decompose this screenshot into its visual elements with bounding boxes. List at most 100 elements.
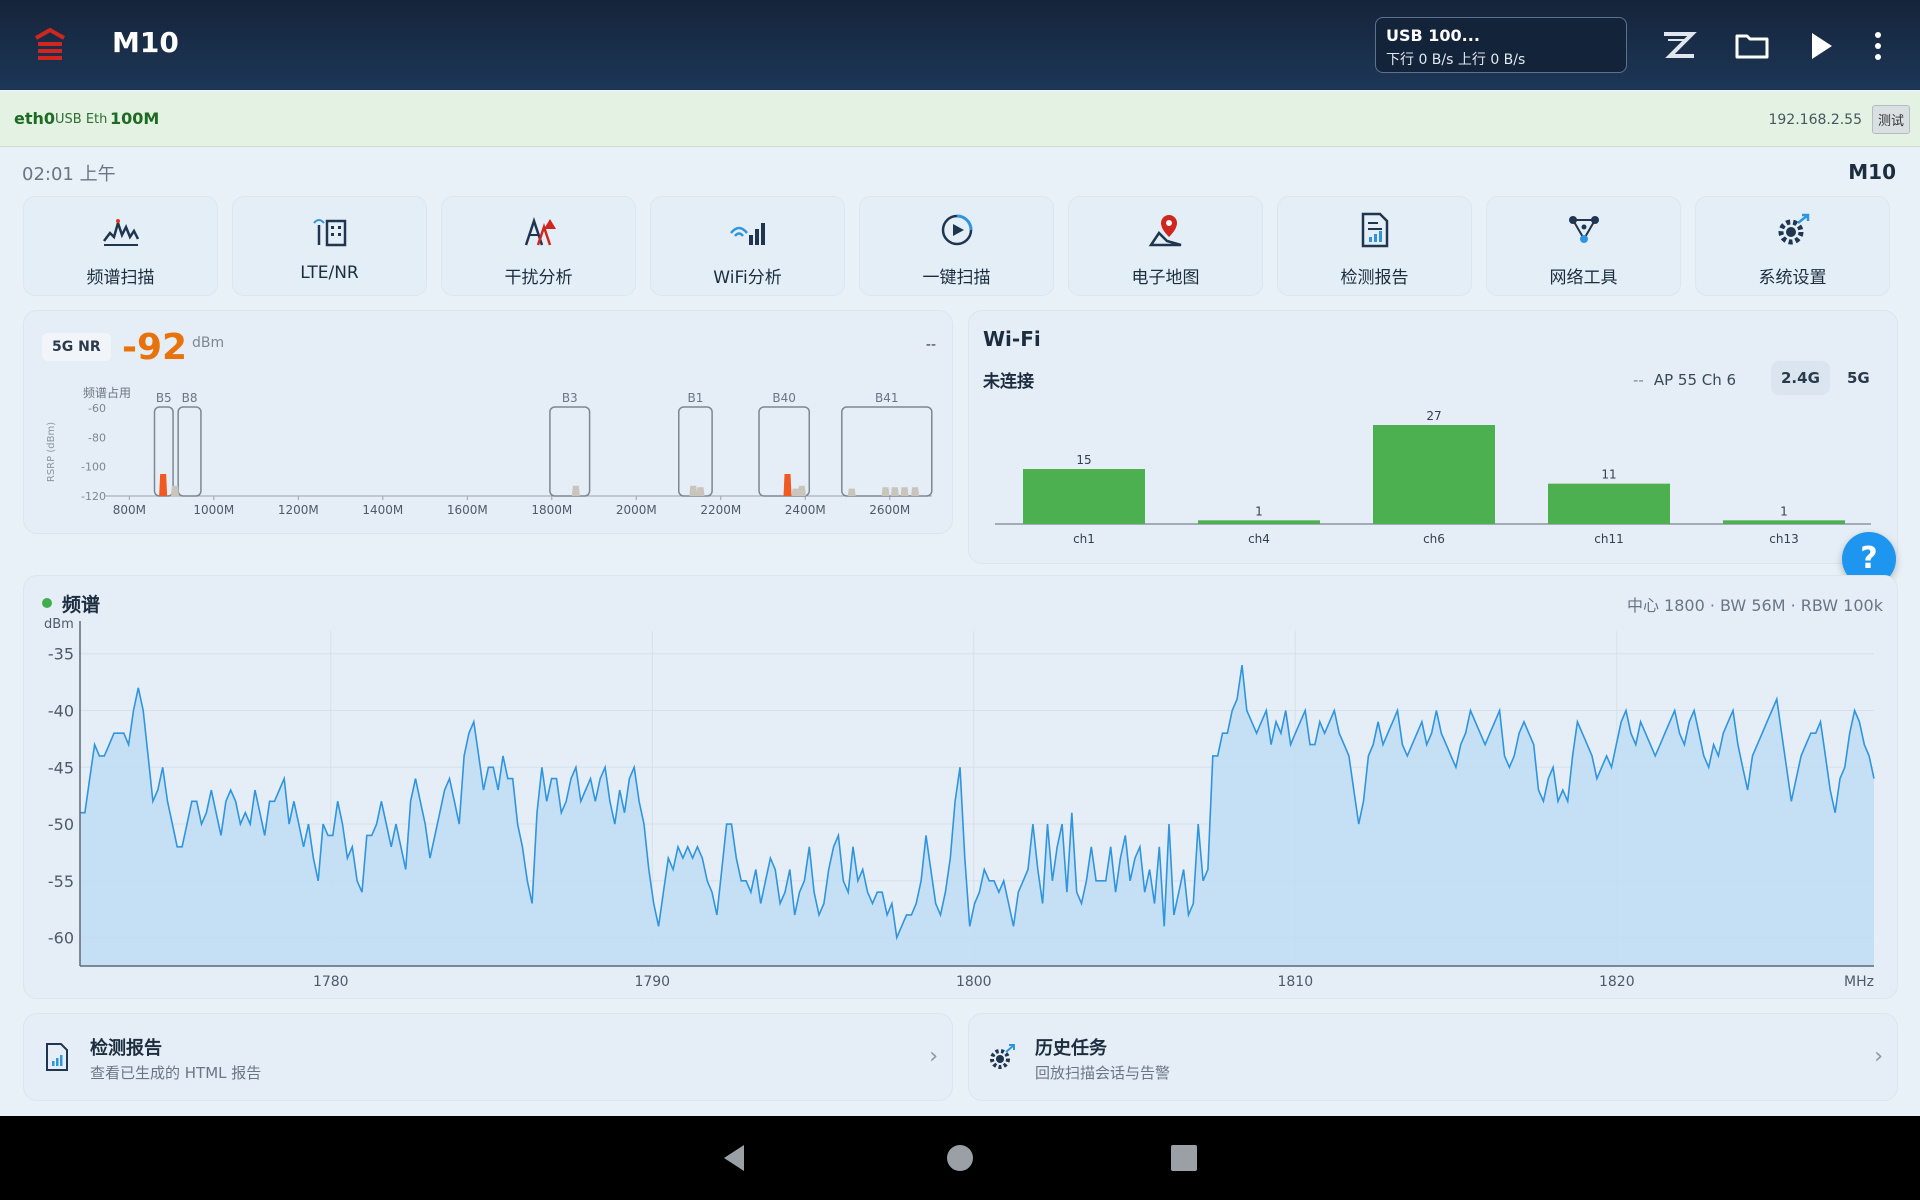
connection-bar: eth0 USB Eth 100M 192.168.2.55 测试 [0,92,1920,147]
band-x-tick: 1600M [447,503,488,517]
band-occupancy-chart: 频谱占用 RSRP (dBm) -60 -80 -100 -120 800M 1000M 120… [46,385,933,517]
band-x-tick: 1200M [278,503,319,517]
band-peak [797,485,806,496]
history-settings-icon [990,1044,1015,1069]
play-icon[interactable] [1798,24,1842,68]
wifi-dash: -- [1633,371,1644,389]
interface-type: USB Eth [55,112,108,127]
tool-report[interactable]: 检测报告 [1277,196,1472,296]
spectrum-panel: 频谱 中心 1800 · BW 56M · RBW 100k -35 -40 -45… [23,575,1898,999]
tool-label: 系统设置 [1758,268,1827,288]
nr-rsrp-value: -92 [122,327,188,368]
band-peak [900,487,909,496]
band-label: B1 [687,391,703,405]
app-title: M10 [112,26,179,59]
band-box [177,406,202,497]
band-box [549,406,591,497]
tool-label: 电子地图 [1131,268,1200,288]
tool-network[interactable]: 网络工具 [1486,196,1681,296]
history-link-subtitle: 回放扫描会话与告警 [1035,1064,1171,1082]
band-2g4-button[interactable]: 2.4G [1771,361,1830,395]
more-vert-icon[interactable] [1856,24,1900,68]
tool-spectrum-scan[interactable]: 频谱扫描 [23,196,218,296]
link-speed: 100M [110,109,160,128]
tool-map[interactable]: 电子地图 [1068,196,1263,296]
tool-label: 一键扫描 [922,268,991,288]
band-x-tick: 2400M [785,503,826,517]
tool-label: 频谱扫描 [86,268,155,288]
band-chart-y-label: RSRP (dBm) [46,422,57,482]
spectrum-x-tick: 1780 [313,974,349,990]
band-y-tick: -60 [88,402,106,415]
report-link-subtitle: 查看已生成的 HTML 报告 [90,1064,262,1082]
wifi-bar-value: 1 [1255,504,1263,518]
history-link-card[interactable]: 历史任务 回放扫描会话与告警 › [968,1013,1898,1101]
report-icon [1361,212,1389,248]
back-icon[interactable] [716,1138,756,1178]
band-y-tick: -80 [88,431,106,444]
tool-settings[interactable]: 系统设置 [1695,196,1890,296]
wifi-ap-channel: AP 55 Ch 6 [1653,371,1737,389]
tool-wifi-analysis[interactable]: WiFi分析 [650,196,845,296]
wifi-bar [1373,425,1495,524]
nr-badge: 5G NR [42,333,111,361]
z-brand-icon[interactable] [1656,24,1700,68]
logo-icon[interactable] [28,24,72,68]
wifi-panel[interactable]: Wi-Fi 未连接 -- AP 55 Ch 6 2.4G 5G 15 ch1 1 ch4… [968,310,1898,564]
nr-extra-value: -- [925,337,936,353]
band-peak [783,474,792,496]
wifi-bar [1198,520,1320,524]
tool-lte-nr[interactable]: LTE/NR [232,196,427,296]
spectrum-y-tick: -55 [48,872,74,891]
spectrum-status-dot [42,598,52,608]
band-x-tick: 800M [113,503,146,517]
wifi-status: 未连接 [983,372,1034,392]
band-x-tick: 2000M [616,503,657,517]
tool-interference[interactable]: 干扰分析 [441,196,636,296]
map-icon [1148,215,1182,247]
test-button[interactable]: 测试 [1871,105,1910,134]
wifi-bar-value: 1 [1780,504,1788,518]
app-bar: M10 USB 100... 下行 0 B/s 上行 0 B/s [0,0,1920,90]
tool-label: LTE/NR [300,263,359,283]
tool-label: 检测报告 [1340,268,1409,288]
cell-network-icon [313,219,347,247]
spectrum-title: 频谱 [62,594,101,616]
report-link-card[interactable]: 检测报告 查看已生成的 HTML 报告 › [23,1013,953,1101]
report-link-title: 检测报告 [90,1038,162,1059]
usb-throughput: 下行 0 B/s 上行 0 B/s [1386,52,1526,68]
band-y-tick: -100 [81,461,106,474]
chevron-right-icon: › [1874,1044,1883,1069]
tool-label: WiFi分析 [713,268,782,288]
system-nav-bar [0,1116,1920,1200]
one-click-scan-icon [941,214,973,246]
spectrum-x-tick: 1790 [634,974,670,990]
wifi-summary: -- AP 55 Ch 6 [1633,371,1736,389]
band-5g-button[interactable]: 5G [1847,369,1870,387]
ip-address: 192.168.2.55 [1768,112,1862,128]
spectrum-x-tick: 1820 [1599,974,1635,990]
wifi-title: Wi-Fi [983,327,1041,351]
band-label: B5 [156,391,172,405]
band-label: B8 [182,391,198,405]
spectrum-params: 中心 1800 · BW 56M · RBW 100k [1626,596,1883,615]
band-x-tick: 2600M [869,503,910,517]
folder-icon[interactable] [1730,24,1774,68]
band-x-tick: 1800M [531,503,572,517]
wifi-channel-label: ch4 [1248,532,1270,546]
home-icon[interactable] [940,1138,980,1178]
spectrum-chart[interactable]: -35 -40 -45 -50 -55 -60 1780 1790 1800 1810 1820 dB… [24,576,1897,998]
tool-one-click-scan[interactable]: 一键扫描 [859,196,1054,296]
recents-icon[interactable] [1164,1138,1204,1178]
nr-panel[interactable]: 5G NR -92 dBm -- 频谱占用 RSRP (dBm) -60 -80 -10… [23,310,953,534]
spectrum-y-tick: -40 [48,701,74,720]
usb-status[interactable]: USB 100... 下行 0 B/s 上行 0 B/s [1375,17,1627,73]
band-peak [890,487,899,496]
band-peak [571,485,580,496]
wifi-channel-label: ch13 [1769,532,1798,546]
band-label: B3 [562,391,578,405]
wifi-channel-label: ch11 [1594,532,1623,546]
band-x-tick: 2200M [700,503,741,517]
wifi-bar-value: 27 [1426,409,1441,423]
spectrum-icon [103,218,140,246]
